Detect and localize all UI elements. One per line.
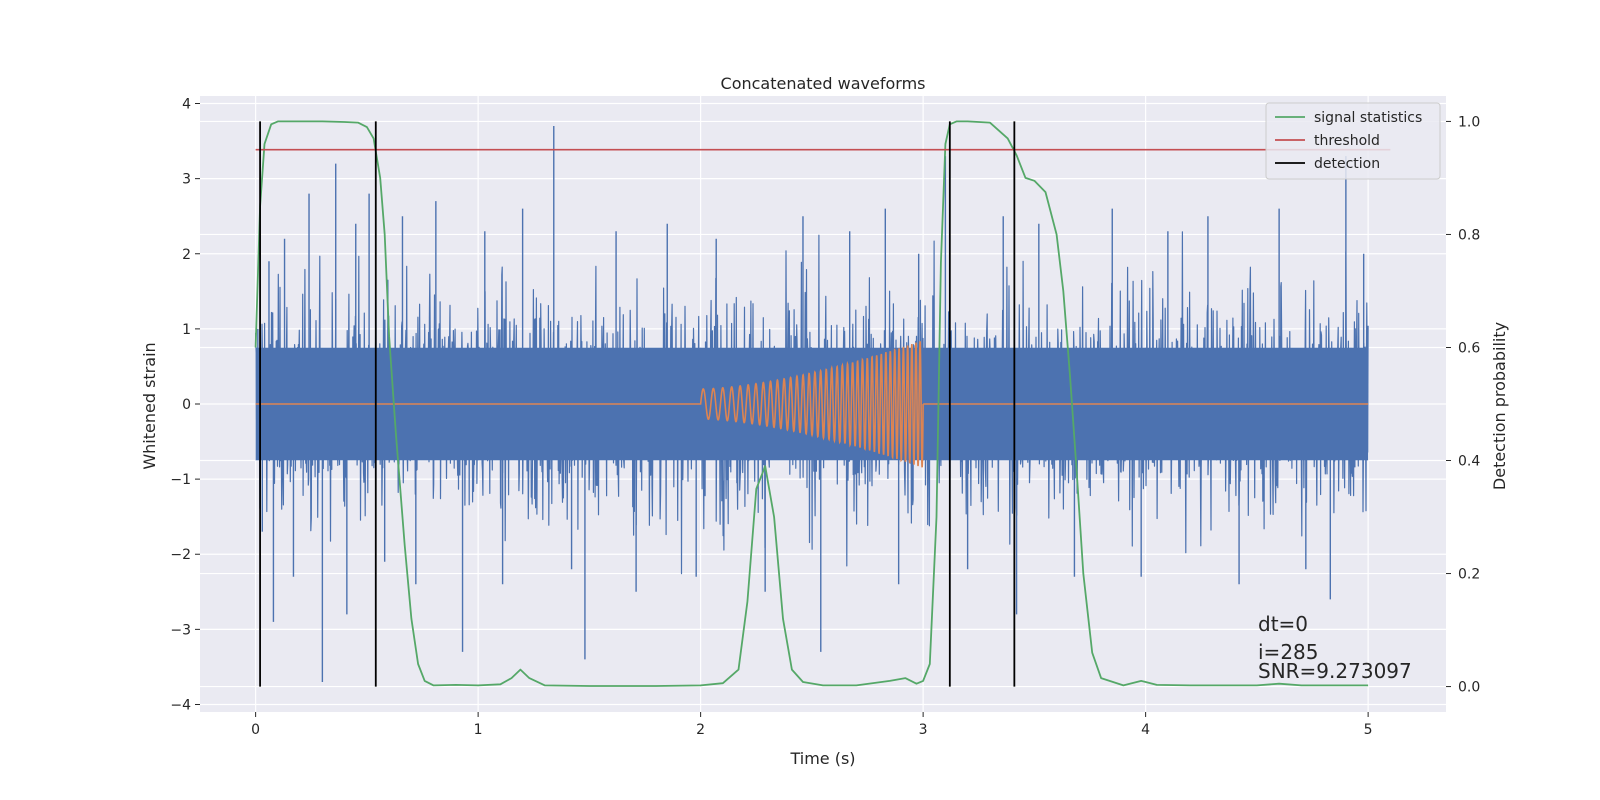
axis-ticks: 0 1 2 3 4 5 −4 −3 −2 −1 0 1 2 3 4 0.0 0.2 0.4 0.6 0.8 1.0 [170,97,1480,738]
y-tick-label-6: 2 [182,247,191,263]
annotation-block: dt=0 i=285 SNR=9.273097 [1258,612,1412,683]
grid [200,96,1446,712]
y-tick-label-1: −3 [170,622,191,638]
x-tick-label-1: 1 [474,722,483,738]
x-tick-label-3: 3 [919,722,928,738]
y-tick-label-7: 3 [182,172,191,188]
x-tick-label-2: 2 [696,722,705,738]
y2-tick-label-4: 0.8 [1458,227,1480,243]
annotation-index: i=285 [1258,640,1319,664]
y2-tick-label-1: 0.2 [1458,567,1480,583]
y2-axis-label: Detection probability [1490,322,1509,490]
annotation-snr: SNR=9.273097 [1258,659,1412,683]
y2-tick-label-3: 0.6 [1458,340,1480,356]
x-tick-label-5: 5 [1364,722,1373,738]
legend-threshold-label: threshold [1314,133,1380,149]
detection-series [259,121,1016,687]
x-axis-label: Time (s) [789,749,855,768]
injected-waveform-series [255,341,1369,468]
y-tick-label-8: 4 [182,97,191,113]
y-tick-label-4: 0 [182,397,191,413]
legend-signal-statistics-label: signal statistics [1314,110,1422,126]
legend-frame [1265,102,1441,180]
signal-statistics-line [254,120,1369,687]
y-tick-label-2: −2 [170,547,191,563]
y-tick-label-3: −1 [170,472,191,488]
y2-tick-label-5: 1.0 [1458,114,1480,130]
y2-tick-label-0: 0.0 [1458,680,1480,696]
x-tick-label-0: 0 [251,722,260,738]
y-tick-label-0: −4 [170,697,191,713]
signal-statistics-series [254,120,1369,687]
annotation-dt: dt=0 [1258,612,1308,636]
legend-detection-label: detection [1314,156,1380,172]
legend: signal statistics threshold detection [1265,102,1441,180]
x-tick-label-4: 4 [1141,722,1150,738]
y2-tick-label-2: 0.4 [1458,454,1480,470]
chart-title: Concatenated waveforms [721,74,926,93]
y-axis-label: Whitened strain [140,342,159,469]
y-tick-label-5: 1 [182,322,191,338]
injected-waveform-line [255,341,1369,468]
